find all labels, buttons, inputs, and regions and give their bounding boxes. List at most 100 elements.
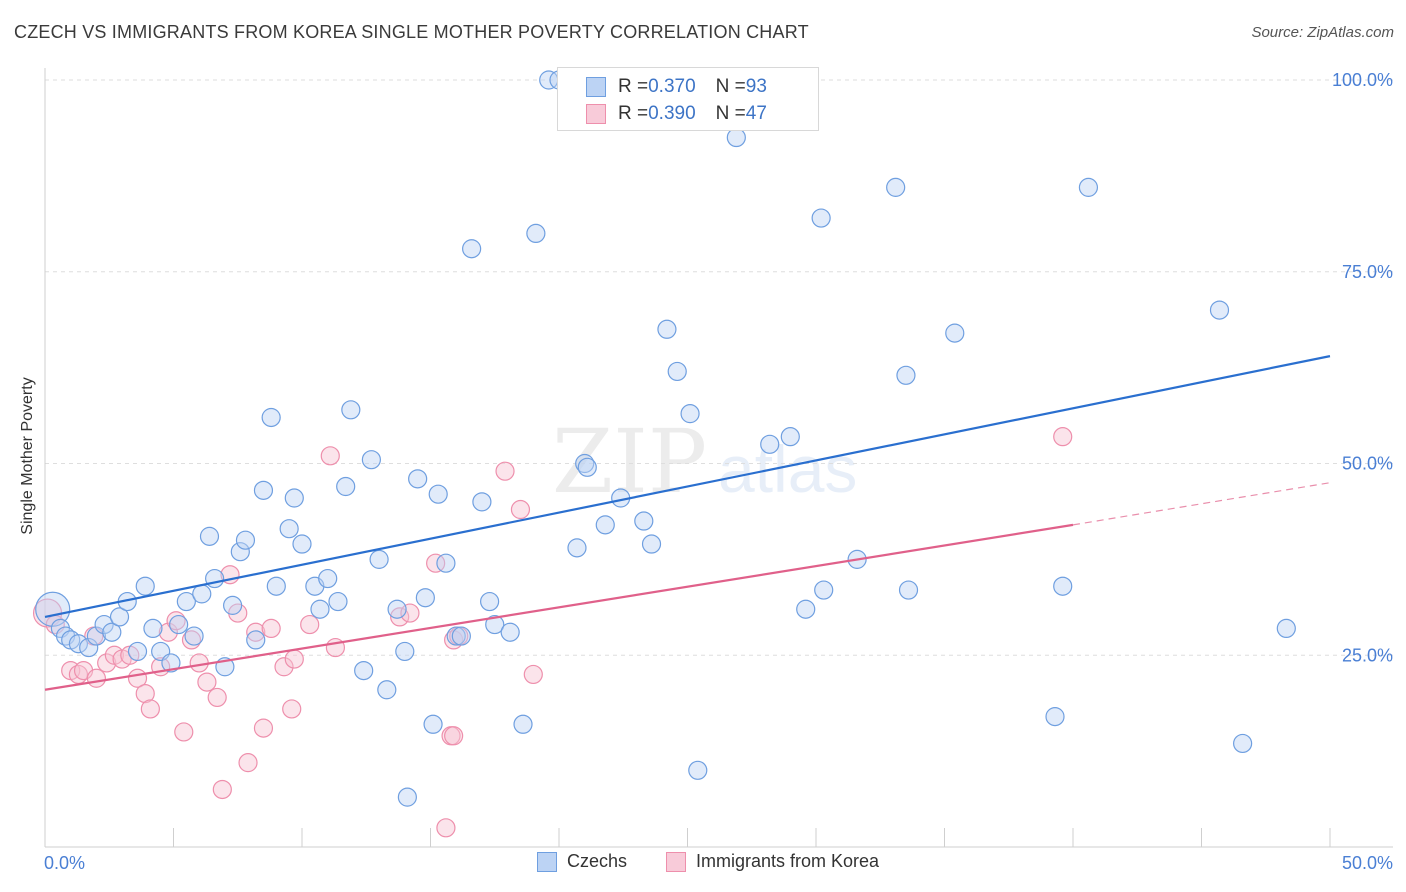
data-point [143, 618, 163, 639]
data-point [97, 653, 117, 673]
data-point [161, 653, 181, 673]
data-point [436, 818, 456, 838]
data-point [495, 461, 515, 481]
data-point [184, 626, 204, 646]
data-point [253, 718, 274, 738]
data-point [814, 580, 834, 600]
legend-item-czechs: Czechs [537, 851, 627, 872]
data-point [140, 699, 160, 719]
data-point [176, 591, 196, 612]
data-point [261, 407, 281, 428]
data-point [395, 641, 415, 662]
data-point [341, 400, 361, 420]
data-point [444, 726, 464, 746]
data-point [266, 576, 286, 596]
data-point [1209, 300, 1230, 320]
data-point [369, 549, 389, 569]
czechs-legend-swatch [537, 851, 557, 872]
data-point [223, 595, 243, 615]
trend-lines [44, 355, 1331, 691]
data-point [336, 476, 356, 497]
chart-title: CZECH VS IMMIGRANTS FROM KOREA SINGLE MO… [14, 22, 809, 42]
data-point [174, 722, 194, 742]
korea-legend-swatch [666, 851, 686, 872]
data-point [1233, 733, 1253, 754]
data-point [567, 538, 587, 558]
tick-labels: 25.0% 50.0% 75.0% 100.0% 0.0% 50.0% [44, 70, 1393, 873]
data-point [320, 446, 340, 466]
czechs-swatch [586, 77, 606, 97]
data-point [415, 588, 435, 608]
data-point [253, 480, 274, 500]
data-point [526, 223, 546, 243]
data-point [68, 634, 89, 654]
data-point [135, 576, 155, 596]
legend-row-korea: R = 0.390 N = 47 [586, 102, 767, 126]
korea-trend-line [44, 523, 1074, 691]
data-point [354, 660, 374, 681]
data-point [274, 657, 294, 677]
data-point [318, 568, 338, 589]
y-tick-label: 50.0% [1342, 454, 1393, 474]
czechs-legend-label: Czechs [567, 851, 628, 871]
data-point [361, 450, 381, 470]
data-point [1045, 707, 1065, 727]
data-point [1276, 618, 1296, 639]
data-point [169, 614, 189, 635]
data-point [485, 614, 505, 635]
korea-trend-extension [1072, 482, 1331, 526]
data-point [377, 680, 397, 700]
korea-swatch [586, 104, 606, 124]
data-point [94, 614, 114, 635]
svg-text:atlas: atlas [718, 432, 857, 506]
data-point [680, 404, 700, 424]
legend-item-korea: Immigrants from Korea [666, 851, 879, 872]
source-label: Source: ZipAtlas.com [1251, 24, 1394, 41]
grid [45, 79, 1393, 656]
x-tick-label: 50.0% [1342, 853, 1393, 873]
data-point [423, 714, 443, 734]
data-point [513, 714, 533, 734]
data-point [387, 599, 407, 619]
n-value: 47 [745, 103, 767, 124]
data-point [246, 622, 266, 642]
data-point [667, 361, 687, 382]
data-point [199, 526, 220, 546]
y-tick-label: 25.0% [1342, 645, 1393, 665]
data-point [462, 239, 482, 259]
data-point [451, 626, 471, 646]
data-point [284, 649, 304, 669]
data-point [284, 488, 304, 508]
data-point [446, 626, 466, 646]
r-value: 0.390 [648, 103, 696, 124]
data-point [1078, 177, 1099, 197]
n-label: N = [715, 76, 746, 97]
x-tick-label: 0.0% [44, 853, 85, 873]
data-point [408, 469, 428, 489]
korea-legend-label: Immigrants from Korea [696, 851, 880, 871]
data-point [726, 127, 746, 148]
legend-row-czechs: R = 0.370 N = 93 [586, 75, 767, 99]
data-point [230, 542, 250, 562]
data-point [300, 614, 320, 635]
data-point [688, 760, 708, 780]
data-point [390, 607, 410, 627]
data-point [246, 630, 266, 650]
data-point [472, 492, 492, 512]
data-point [282, 699, 302, 719]
data-point [158, 622, 178, 642]
data-point [192, 584, 212, 604]
data-point [328, 591, 348, 612]
r-value: 0.370 [648, 76, 696, 97]
data-point [212, 779, 232, 800]
data-point [500, 622, 520, 642]
data-point [760, 434, 780, 454]
n-value: 93 [745, 76, 767, 97]
data-point [945, 323, 965, 343]
n-label: N = [715, 103, 746, 124]
czechs-trend-line [44, 355, 1331, 618]
data-point [1053, 427, 1073, 447]
data-point [135, 683, 155, 704]
data-point [86, 668, 107, 688]
